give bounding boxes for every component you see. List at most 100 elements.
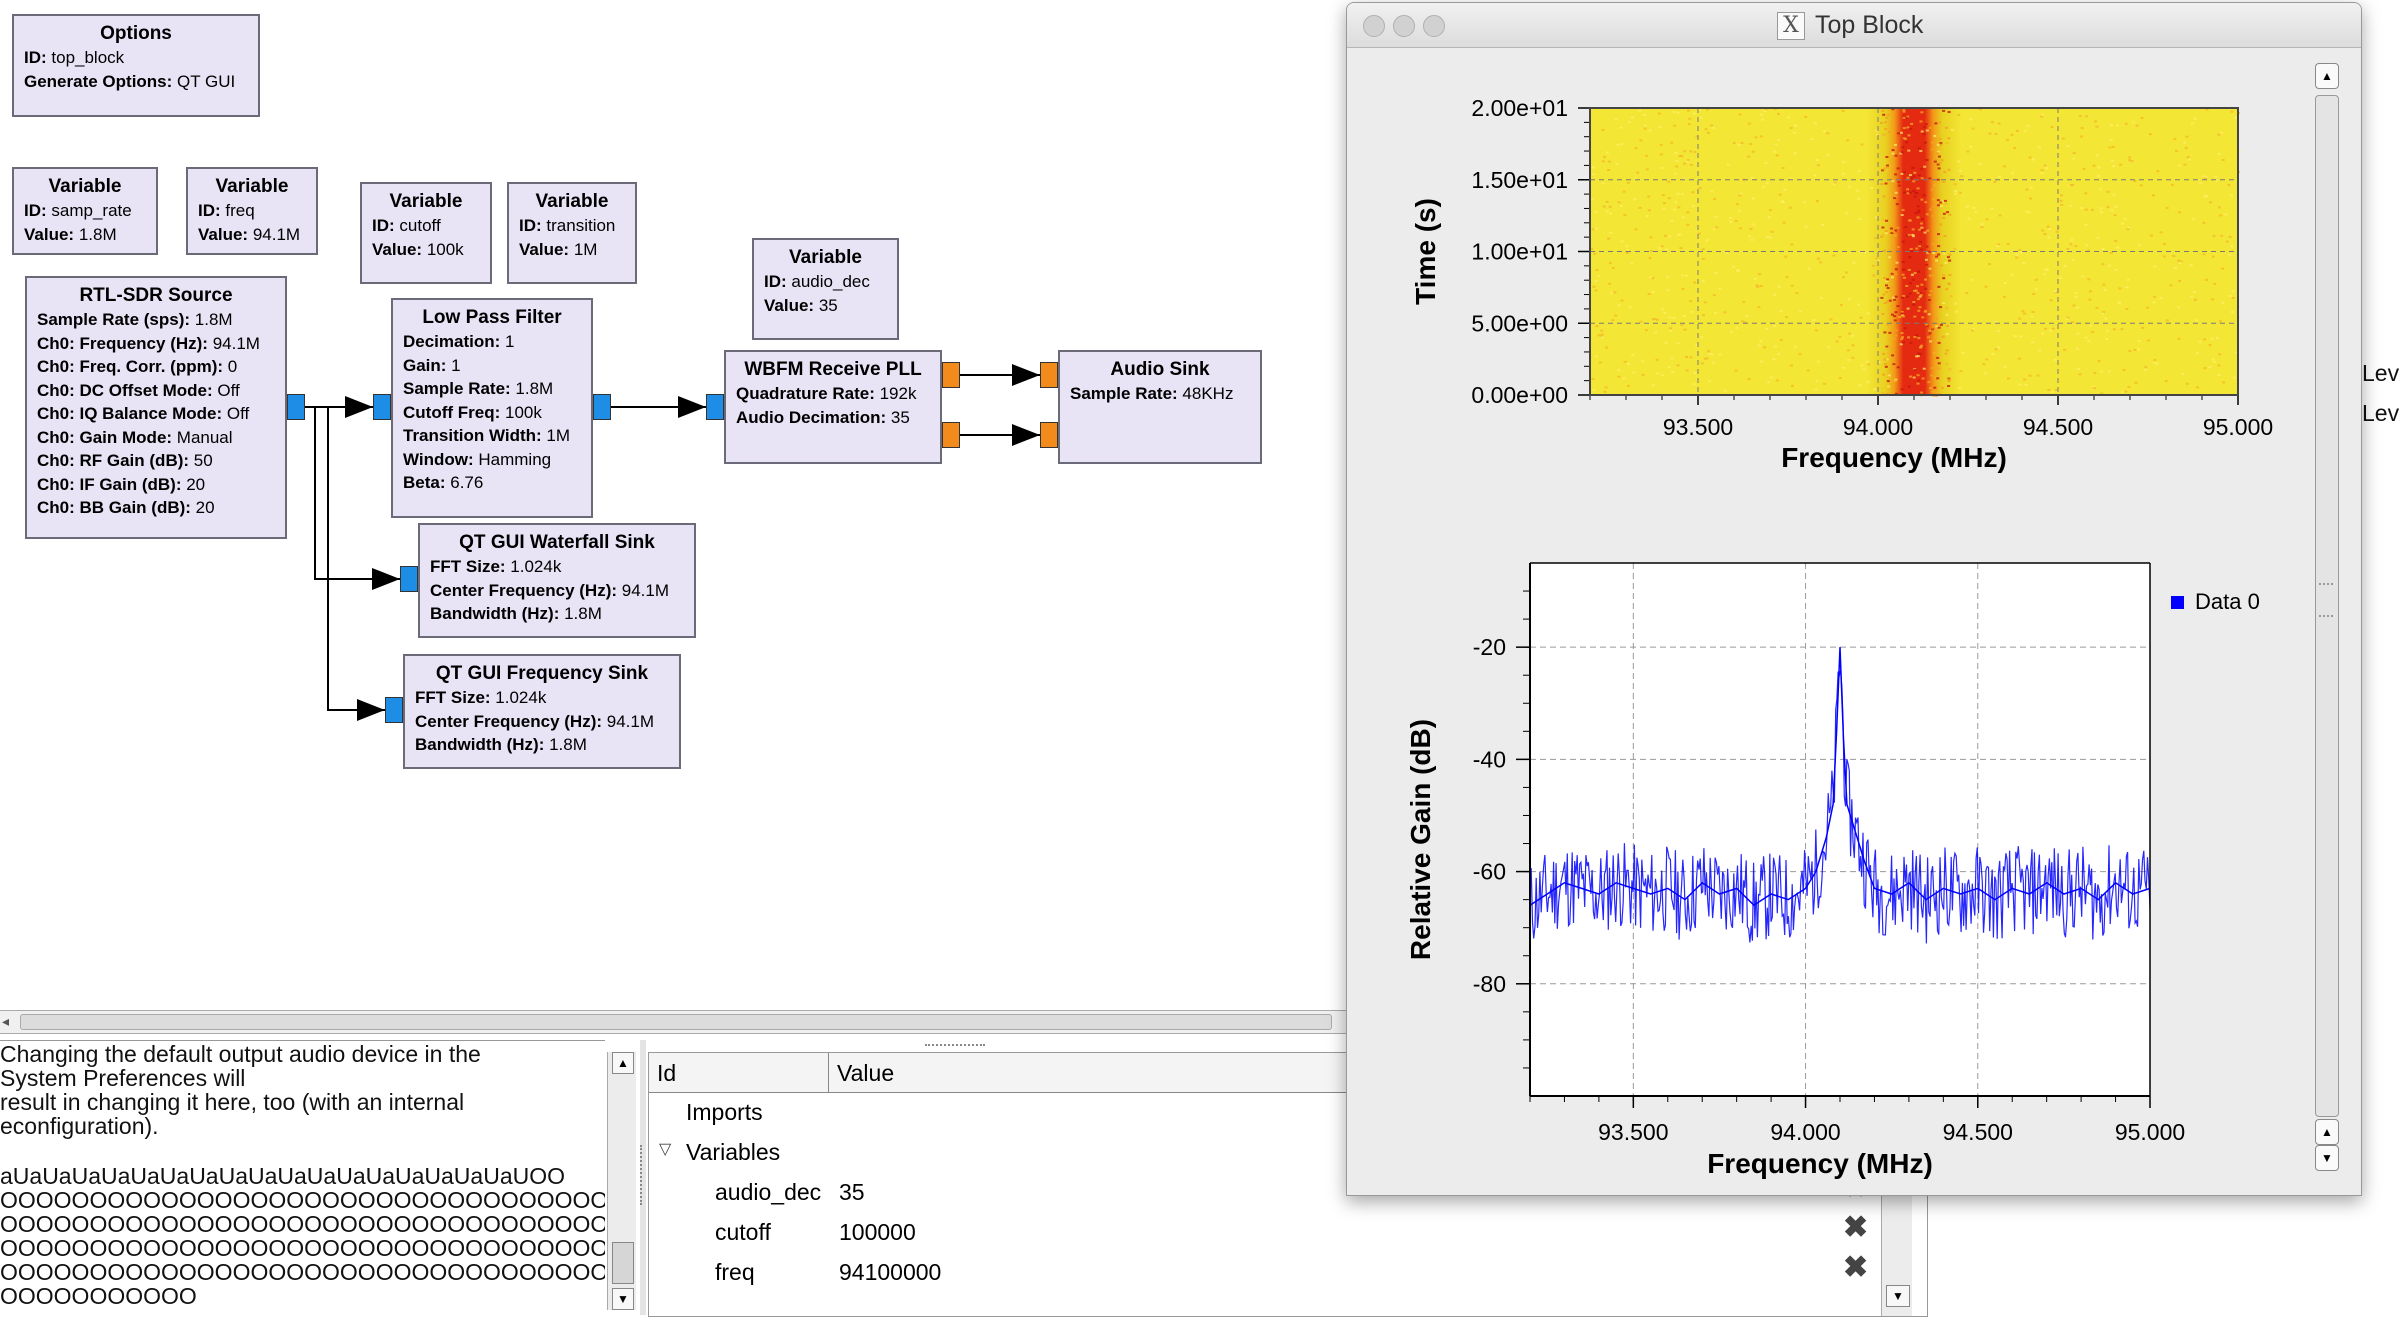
- flowgraph-canvas[interactable]: Options ID: top_block Generate Options: QT…: [0, 0, 1400, 1010]
- qt-gui-frequency-sink-block[interactable]: QT GUI Frequency Sink FFT Size: 1.024k Cen…: [403, 654, 681, 769]
- output-port[interactable]: [593, 394, 611, 420]
- legend-label: Data 0: [2195, 589, 2260, 614]
- variable-block-samp-rate[interactable]: Variable ID: samp_rate Value: 1.8M: [12, 167, 158, 255]
- input-port[interactable]: [400, 566, 418, 592]
- scroll-down-icon[interactable]: ▼: [612, 1288, 634, 1310]
- variable-id[interactable]: cutoff: [715, 1219, 771, 1245]
- block-param: Beta: 6.76: [403, 471, 581, 495]
- param-label: Ch0: Freq. Corr. (ppm):: [37, 357, 224, 376]
- variable-block-transition[interactable]: Variable ID: transition Value: 1M: [507, 182, 637, 284]
- frequency-plot[interactable]: 93.500 94.000 94.500 95.000 -20 -40 -60 -80 Data…: [1347, 498, 2307, 1195]
- tree-group-variables[interactable]: Variables: [686, 1139, 781, 1165]
- block-param: Ch0: RF Gain (dB): 50: [37, 449, 275, 473]
- variable-id[interactable]: audio_dec: [715, 1179, 822, 1205]
- param-label: Window:: [403, 449, 474, 469]
- scrollbar-thumb[interactable]: [612, 1242, 634, 1284]
- options-block[interactable]: Options ID: top_block Generate Options: QT…: [12, 14, 260, 117]
- param-value: audio_dec: [786, 272, 870, 291]
- input-port[interactable]: [1040, 422, 1058, 448]
- scrollbar-grip: [2319, 583, 2333, 617]
- zoom-window-button[interactable]: [1423, 15, 1445, 37]
- canvas-horizontal-scrollbar[interactable]: ◂: [0, 1010, 1350, 1034]
- input-port[interactable]: [385, 697, 403, 723]
- rtl-sdr-source-block[interactable]: RTL-SDR Source Sample Rate (sps): 1.8M Ch0…: [25, 276, 287, 539]
- param-label: ID:: [372, 216, 395, 235]
- window-title: Top Block: [1815, 11, 1924, 39]
- block-title: Audio Sink: [1110, 359, 1210, 380]
- block-param: ID: cutoff: [372, 214, 480, 238]
- variable-block-freq[interactable]: Variable ID: freq Value: 94.1M: [186, 167, 318, 255]
- block-param: Cutoff Freq: 100k: [403, 401, 581, 425]
- close-window-button[interactable]: [1363, 15, 1385, 37]
- x-tick-label: 94.500: [2023, 414, 2093, 440]
- variable-id[interactable]: freq: [715, 1259, 755, 1285]
- param-value: 100k: [422, 239, 464, 259]
- scroll-up-icon[interactable]: ▲: [2315, 63, 2339, 89]
- minimize-window-button[interactable]: [1393, 15, 1415, 37]
- column-header-id[interactable]: Id: [649, 1053, 829, 1093]
- connection-wire[interactable]: [327, 407, 385, 711]
- param-value: freq: [220, 201, 255, 220]
- param-label: Sample Rate:: [403, 379, 511, 398]
- wbfm-receive-pll-block[interactable]: WBFM Receive PLL Quadrature Rate: 192k Aud…: [724, 350, 942, 464]
- block-title: Variable: [389, 191, 463, 212]
- variable-value[interactable]: 94100000: [839, 1259, 942, 1285]
- block-param: Ch0: IF Gain (dB): 20: [37, 473, 275, 497]
- block-param: Ch0: IQ Balance Mode: Off: [37, 402, 275, 426]
- console-scrollbar[interactable]: ▲ ▼: [607, 1052, 636, 1310]
- y-tick-label: -40: [1473, 746, 1506, 772]
- tree-group-imports[interactable]: Imports: [686, 1099, 763, 1125]
- param-value: 1.8M: [559, 604, 602, 623]
- scroll-left-icon[interactable]: ◂: [2, 1013, 10, 1029]
- variable-block-audio-dec[interactable]: Variable ID: audio_dec Value: 35: [752, 238, 899, 340]
- scrollbar-track[interactable]: [2315, 95, 2339, 1117]
- window-scrollbar[interactable]: ▲ ▲ ▼: [2307, 63, 2347, 1178]
- scroll-down-icon[interactable]: ▼: [2315, 1145, 2339, 1171]
- scroll-up-icon[interactable]: ▲: [2315, 1119, 2339, 1145]
- variable-value[interactable]: 35: [839, 1179, 865, 1205]
- output-port[interactable]: [287, 394, 305, 420]
- x-axis-label: Frequency (MHz): [1781, 442, 2007, 473]
- y-tick-label: 0.00e+00: [1471, 382, 1568, 408]
- delete-variable-icon[interactable]: ✖: [1843, 1211, 1869, 1244]
- audio-sink-block[interactable]: Audio Sink Sample Rate: 48KHz: [1058, 350, 1262, 464]
- block-param: Ch0: Frequency (Hz): 94.1M: [37, 332, 275, 356]
- top-block-window[interactable]: X Top Block 93.500 94.000 94.500 95.000 0.00…: [1346, 2, 2362, 1196]
- input-port[interactable]: [706, 394, 724, 420]
- pane-resize-grip[interactable]: [925, 1044, 985, 1050]
- splitter-grip[interactable]: [640, 1145, 648, 1205]
- param-label: Quadrature Rate:: [736, 384, 875, 403]
- delete-variable-icon[interactable]: ✖: [1843, 1251, 1869, 1284]
- window-titlebar[interactable]: X Top Block: [1347, 3, 2361, 48]
- console-output[interactable]: Changing the default output audio device…: [0, 1040, 605, 1316]
- param-label: Sample Rate (sps):: [37, 310, 191, 329]
- scroll-up-icon[interactable]: ▲: [612, 1052, 634, 1074]
- connection-wire[interactable]: [314, 407, 400, 580]
- y-tick-label: 1.00e+01: [1471, 239, 1568, 265]
- y-axis-label: Relative Gain (dB): [1405, 719, 1436, 960]
- input-port[interactable]: [373, 394, 391, 420]
- y-tick-label: 5.00e+00: [1471, 310, 1568, 336]
- variable-block-cutoff[interactable]: Variable ID: cutoff Value: 100k: [360, 182, 492, 284]
- output-port[interactable]: [942, 422, 960, 448]
- param-label: Beta:: [403, 473, 446, 492]
- param-value: Off: [212, 380, 240, 400]
- param-value: Off: [222, 404, 250, 423]
- plot-canvas: [1530, 563, 2150, 1096]
- block-title: Low Pass Filter: [422, 307, 562, 328]
- pane-splitter[interactable]: [640, 1040, 646, 1315]
- param-value: transition: [541, 216, 616, 235]
- variable-value[interactable]: 100000: [839, 1219, 916, 1245]
- console-line: OOOOOOOOOOOOOOOOOOOOOOOOOOOOOOOOOOOO: [0, 1259, 605, 1285]
- qt-gui-waterfall-sink-block[interactable]: QT GUI Waterfall Sink FFT Size: 1.024k Cen…: [418, 523, 696, 638]
- low-pass-filter-block[interactable]: Low Pass Filter Decimation: 1 Gain: 1 Sampl…: [391, 298, 593, 518]
- param-value: 94.1M: [248, 224, 301, 244]
- scrollbar-thumb[interactable]: [20, 1014, 1332, 1030]
- output-port[interactable]: [942, 362, 960, 388]
- waterfall-plot[interactable]: 93.500 94.000 94.500 95.000 0.00e+00 5.00e+00…: [1347, 48, 2307, 498]
- y-tick-label: -60: [1473, 859, 1506, 885]
- input-port[interactable]: [1040, 362, 1058, 388]
- expand-triangle-icon[interactable]: ▽: [659, 1141, 672, 1158]
- scroll-down-icon[interactable]: ▼: [1886, 1285, 1910, 1307]
- block-param: Value: 1M: [519, 238, 625, 262]
